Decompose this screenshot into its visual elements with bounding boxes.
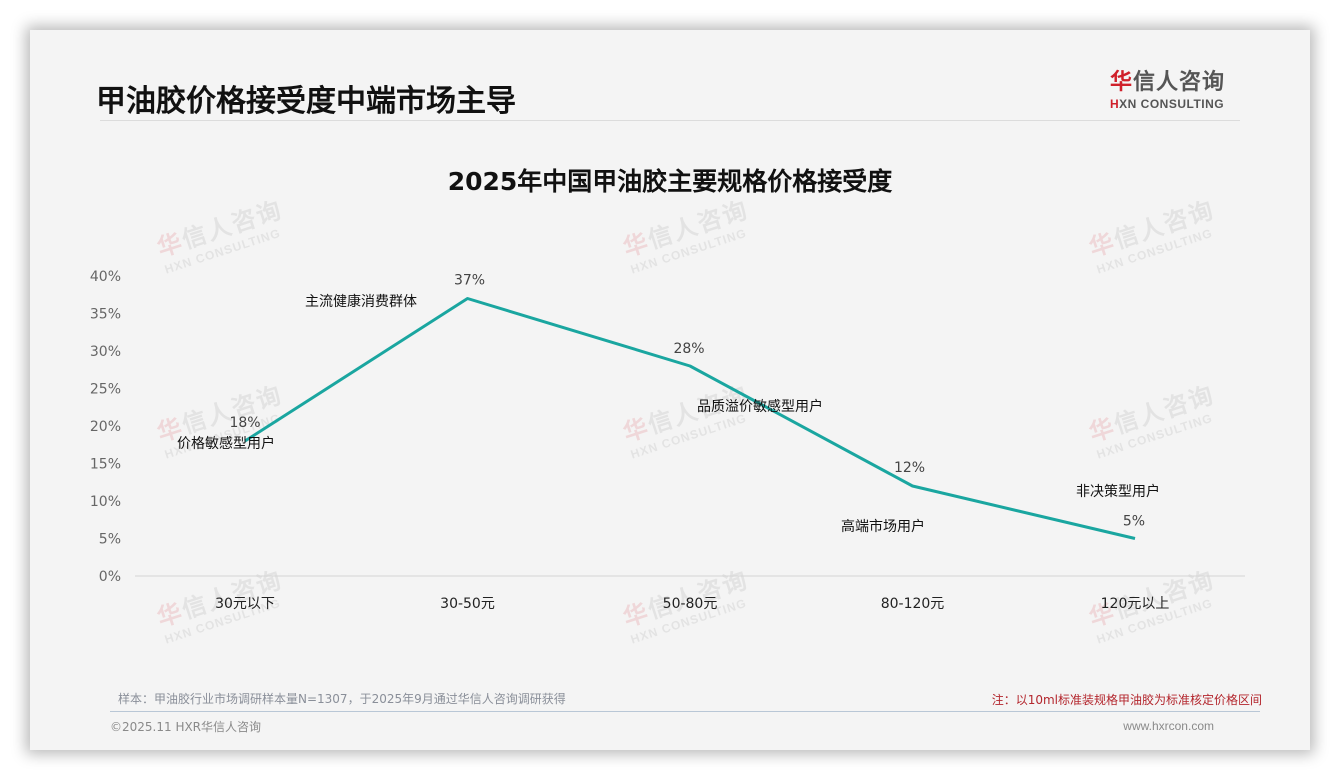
data-value-label: 12% [894, 460, 925, 476]
x-tick-label: 80-120元 [881, 596, 945, 612]
series-line [244, 297, 1136, 540]
brand-logo: 华信人咨询 HXN CONSULTING [1110, 64, 1250, 111]
segment-annotation: 品质溢价敏感型用户 [697, 398, 823, 415]
website-link[interactable]: www.hxrcon.com [1123, 719, 1214, 733]
data-value-label: 28% [673, 341, 704, 357]
segment-annotation: 非决策型用户 [1076, 483, 1160, 500]
x-tick-label: 50-80元 [663, 596, 718, 612]
segment-annotation: 主流健康消费群体 [305, 293, 417, 310]
y-tick-label: 25% [90, 382, 121, 398]
y-tick-label: 0% [99, 569, 121, 585]
slide: 华信人咨询 HXN CONSULTING 华信人咨询 HXN CONSULTIN… [30, 30, 1310, 750]
y-tick-label: 5% [99, 532, 121, 548]
x-tick-label: 30-50元 [440, 596, 495, 612]
y-tick-label: 30% [90, 344, 121, 360]
segment-annotation: 高端市场用户 [841, 518, 925, 535]
data-value-label: 5% [1123, 514, 1145, 530]
y-tick-label: 20% [90, 419, 121, 435]
footer-divider [110, 711, 1260, 712]
data-value-label: 37% [454, 273, 485, 289]
title-divider [100, 120, 1240, 121]
y-tick-label: 40% [90, 269, 121, 285]
logo-en: HXN CONSULTING [1110, 97, 1225, 111]
segment-annotation: 价格敏感型用户 [177, 435, 275, 452]
y-tick-label: 35% [90, 307, 121, 323]
logo-cn: 华信人咨询 [1110, 70, 1226, 95]
data-value-label: 18% [229, 415, 260, 431]
price-note: 注：以10ml标准装规格甲油胶为标准核定价格区间 [991, 693, 1262, 707]
value-labels: 18% 37% 28% 12% 5% [229, 273, 1145, 530]
x-tick-label: 120元以上 [1101, 596, 1170, 612]
x-axis: 30元以下 30-50元 50-80元 80-120元 120元以上 [215, 596, 1169, 612]
line-chart: 0% 5% 10% 15% 20% 25% 30% 35% 40% 30元以下 30-50元 50-… [90, 269, 1245, 612]
copyright: ©2025.11 HXR华信人咨询 [110, 720, 262, 734]
sample-note: 样本：甲油胶行业市场调研样本量N=1307，于2025年9月通过华信人咨询调研获… [118, 692, 566, 706]
y-tick-label: 10% [90, 494, 121, 510]
x-tick-label: 30元以下 [215, 596, 275, 612]
y-tick-label: 15% [90, 457, 121, 473]
page-title: 甲油胶价格接受度中端市场主导 [96, 84, 516, 119]
y-axis: 0% 5% 10% 15% 20% 25% 30% 35% 40% [90, 269, 121, 585]
chart-title: 2025年中国甲油胶主要规格价格接受度 [447, 167, 893, 196]
